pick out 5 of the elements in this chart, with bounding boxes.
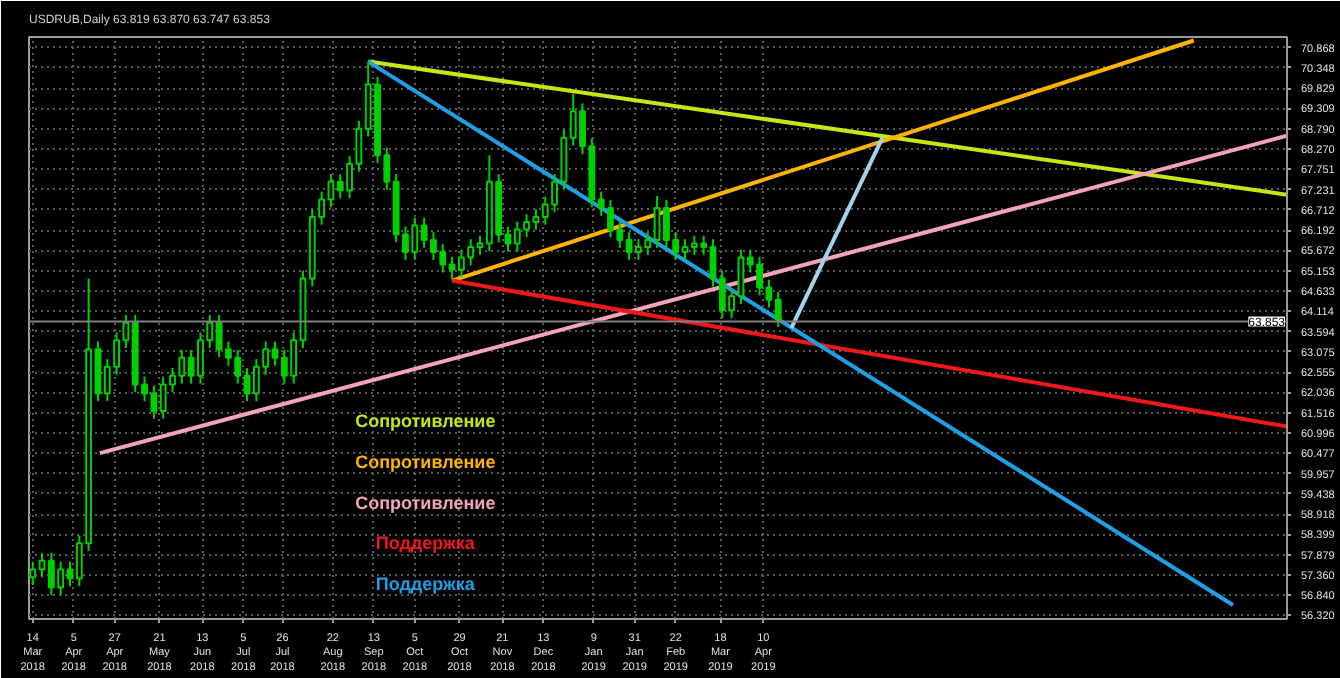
text: Сопротивление <box>355 451 496 472</box>
text: Сопротивление <box>355 411 496 432</box>
text: Сопротивление <box>355 492 496 513</box>
text: Поддержка <box>375 574 477 595</box>
text: Поддержка <box>375 533 477 554</box>
